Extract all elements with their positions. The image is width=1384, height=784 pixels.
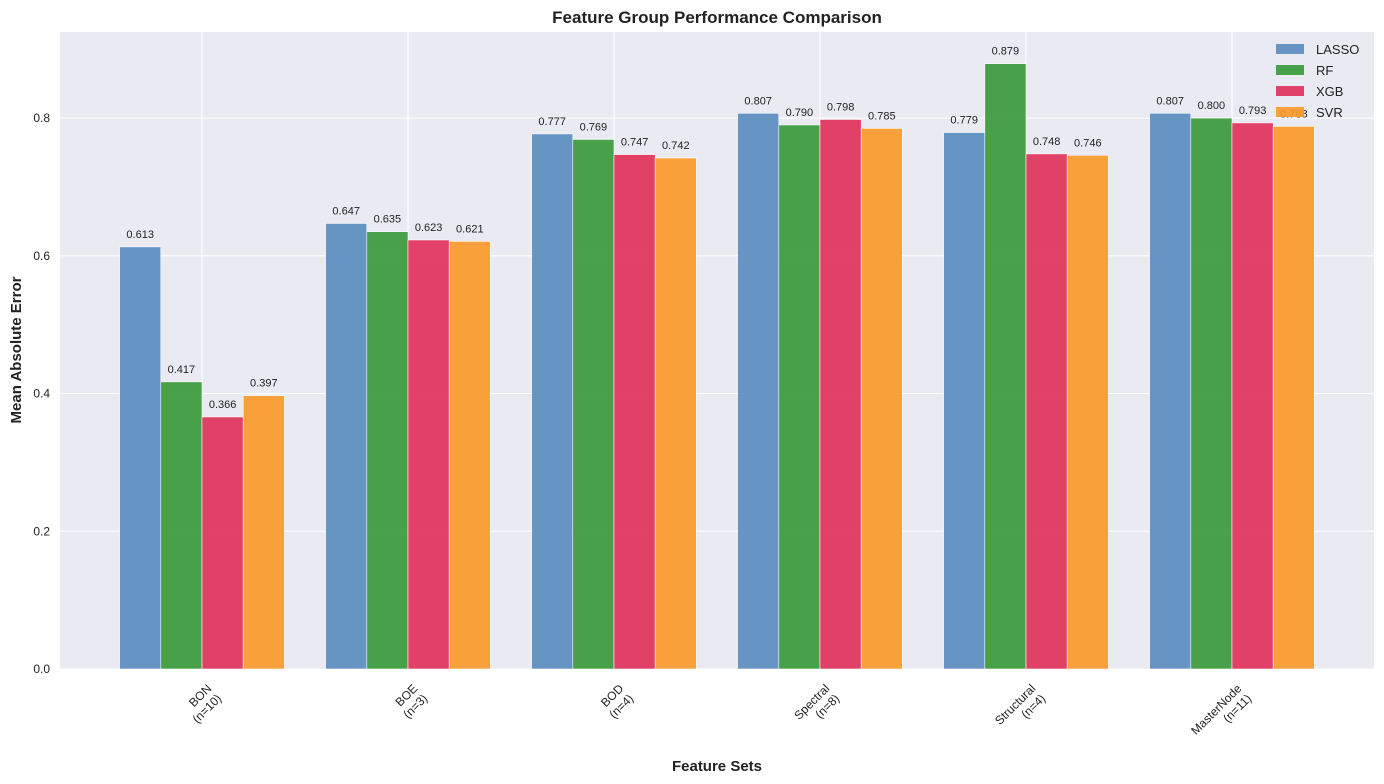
bar-value-label: 0.746 [1074, 137, 1102, 149]
bar-svr [448, 241, 491, 670]
bar-rf [1190, 117, 1233, 670]
bar-xgb [407, 239, 450, 670]
bar-xgb [1025, 153, 1068, 670]
bar-value-label: 0.647 [332, 205, 360, 217]
bar-lasso [325, 223, 368, 670]
bar-rf [572, 139, 615, 670]
y-axis-ticks: 0.0 0.2 0.4 0.6 0.8 [33, 111, 50, 676]
bar-rf [366, 231, 409, 670]
legend-label-xgb: XGB [1316, 84, 1343, 99]
bar-value-label: 0.779 [950, 115, 978, 127]
y-tick-label: 0.2 [33, 524, 50, 538]
bar-svr [242, 395, 285, 670]
y-axis-label: Mean Absolute Error [8, 276, 25, 423]
bar-xgb [613, 154, 656, 670]
bar-value-label: 0.790 [786, 107, 814, 119]
bar-value-label: 0.747 [621, 137, 649, 149]
bar-lasso [737, 112, 780, 670]
chart-title: Feature Group Performance Comparison [552, 8, 882, 27]
bar-value-label: 0.800 [1198, 100, 1226, 112]
bar-value-label: 0.621 [456, 223, 484, 235]
y-tick-label: 0.0 [33, 662, 50, 676]
bar-lasso [1149, 112, 1192, 670]
legend-swatch-lasso [1276, 44, 1304, 54]
x-tick-label: Structural(n=4) [992, 681, 1048, 727]
bar-lasso [531, 133, 574, 670]
bar-value-label: 0.777 [538, 116, 566, 128]
y-tick-label: 0.8 [33, 111, 50, 125]
bar-value-label: 0.807 [1156, 95, 1184, 107]
bar-value-label: 0.748 [1033, 136, 1061, 148]
bar-rf [160, 381, 203, 670]
bars [119, 63, 1315, 670]
bar-value-label: 0.785 [868, 110, 896, 122]
bar-value-label: 0.366 [209, 399, 237, 411]
x-axis-label: Feature Sets [672, 758, 762, 775]
legend-label-lasso: LASSO [1316, 42, 1359, 57]
bar-value-label: 0.793 [1239, 105, 1267, 117]
bar-value-label: 0.417 [168, 364, 196, 376]
bar-value-label: 0.397 [250, 378, 278, 390]
bar-value-label: 0.879 [992, 46, 1020, 58]
bar-value-label: 0.635 [374, 214, 402, 226]
legend-label-svr: SVR [1316, 105, 1343, 120]
bar-xgb [1231, 122, 1274, 670]
x-tick-label: BON(n=10) [186, 681, 224, 726]
legend-label-rf: RF [1316, 63, 1333, 78]
bar-xgb [819, 119, 862, 670]
bar-value-labels: 0.613 0.647 0.777 0.807 0.779 0.807 0.417 0.635… [126, 46, 1307, 411]
bar-value-label: 0.742 [662, 140, 690, 152]
legend-swatch-xgb [1276, 86, 1304, 96]
legend-swatch-rf [1276, 65, 1304, 75]
bar-value-label: 0.769 [580, 121, 608, 133]
bar-value-label: 0.807 [744, 95, 772, 107]
legend-swatch-svr [1276, 107, 1304, 117]
bar-svr [860, 128, 903, 670]
x-tick-label: BOD(n=4) [598, 681, 636, 721]
y-tick-label: 0.6 [33, 249, 50, 263]
bar-svr [1066, 154, 1109, 670]
bar-rf [984, 63, 1027, 670]
x-tick-label: BOE(n=3) [393, 681, 431, 721]
bar-value-label: 0.798 [827, 101, 855, 113]
y-tick-label: 0.4 [33, 387, 50, 401]
x-tick-label: Spectral(n=8) [791, 681, 842, 722]
bar-rf [778, 124, 821, 670]
x-axis-ticks: BON(n=10) BOE(n=3) BOD(n=4) Spectral(n=8) St… [186, 681, 1254, 737]
bar-lasso [943, 132, 986, 670]
x-tick-label: MasterNode(n=11) [1188, 681, 1254, 737]
bar-xgb [201, 416, 244, 670]
bar-svr [1272, 126, 1315, 670]
legend: LASSO RF XGB SVR [1276, 42, 1359, 120]
bar-value-label: 0.623 [415, 222, 443, 234]
bar-value-label: 0.613 [126, 229, 154, 241]
bar-svr [654, 157, 697, 670]
bar-lasso [119, 246, 162, 670]
